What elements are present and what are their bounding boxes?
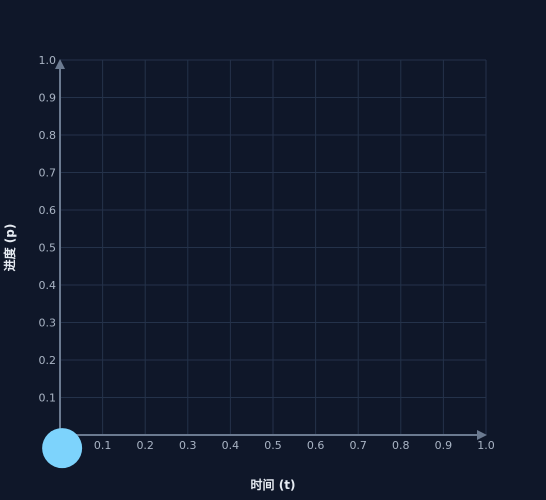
x-tick-label: 0.9 — [435, 439, 453, 452]
grid-lines — [59, 59, 487, 436]
y-tick-label: 0.9 — [39, 92, 57, 105]
axes — [55, 59, 487, 440]
x-tick-label: 0.2 — [136, 439, 154, 452]
y-axis-title: 进度 (p) — [2, 224, 17, 272]
data-points — [42, 428, 83, 469]
x-tick-label: 0.6 — [307, 439, 325, 452]
x-tick-label: 0.7 — [349, 439, 367, 452]
y-tick-label: 0.5 — [39, 242, 57, 255]
y-tick-label: 0.2 — [39, 354, 57, 367]
x-tick-label: 1.0 — [477, 439, 495, 452]
y-tick-label: 0.4 — [39, 279, 57, 292]
y-axis-arrow-icon — [55, 59, 65, 69]
y-tick-label: 1.0 — [39, 54, 57, 67]
x-tick-labels: 0.1 0.2 0.3 0.4 0.5 0.6 0.7 0.8 0.9 1.0 — [94, 439, 495, 452]
x-axis-arrow-icon — [477, 430, 487, 440]
y-tick-label: 0.8 — [39, 129, 57, 142]
x-tick-label: 0.8 — [392, 439, 410, 452]
data-point — [42, 428, 83, 469]
y-tick-label: 0.6 — [39, 204, 57, 217]
x-axis-title: 时间 (t) — [251, 477, 296, 492]
x-tick-label: 0.3 — [179, 439, 197, 452]
y-tick-label: 0.3 — [39, 317, 57, 330]
x-tick-label: 0.1 — [94, 439, 112, 452]
y-tick-labels: 00.10.20.30.40.50.60.70.80.91.0 — [39, 54, 57, 442]
x-tick-label: 0.5 — [264, 439, 282, 452]
y-tick-label: 0.7 — [39, 167, 57, 180]
y-tick-label: 0.1 — [39, 392, 57, 405]
x-tick-label: 0.4 — [222, 439, 240, 452]
